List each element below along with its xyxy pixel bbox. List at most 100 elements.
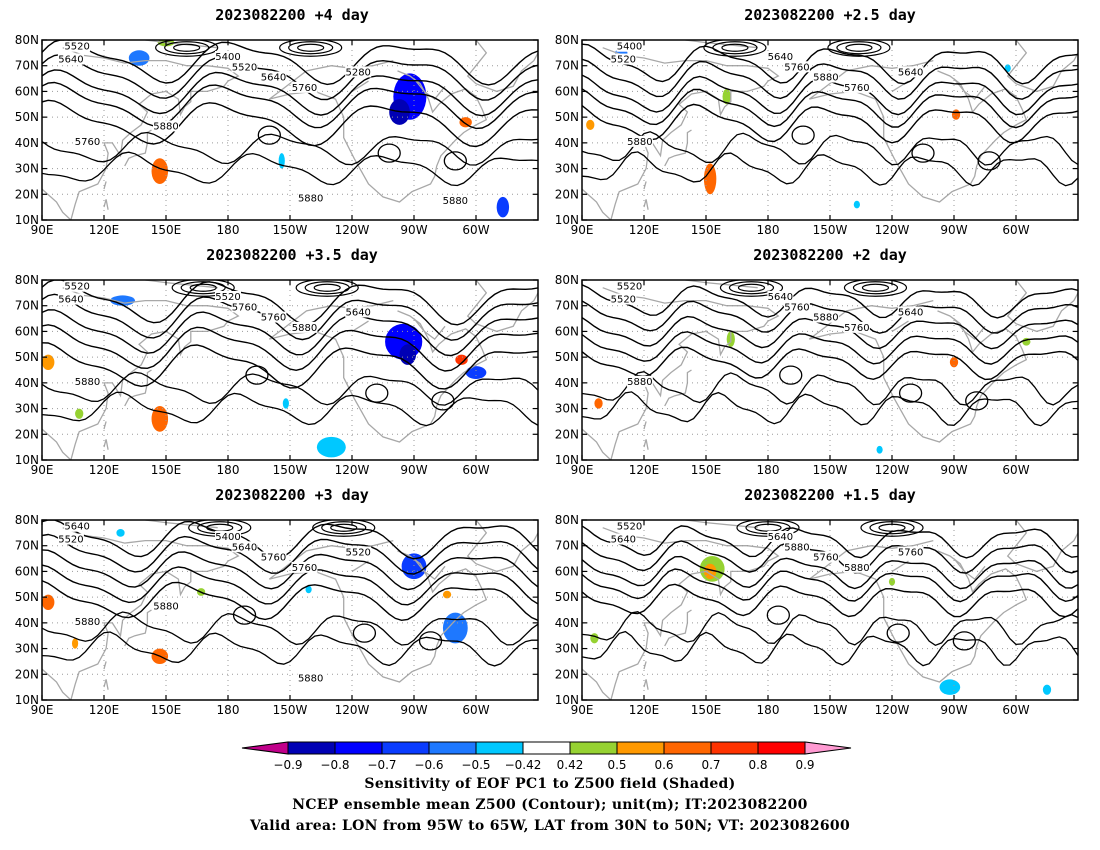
colorbar-bin — [381, 741, 430, 755]
sensitivity-shade — [401, 553, 427, 580]
coastline — [103, 661, 107, 670]
lon-tick-label: 90W — [940, 463, 967, 477]
coastline — [42, 527, 240, 700]
z500-contour — [245, 365, 269, 385]
contour-label-bg — [442, 195, 469, 206]
sensitivity-shade — [853, 200, 860, 209]
colorbar-level-label: 0.9 — [795, 758, 814, 772]
contour-label: 5400 — [215, 532, 240, 543]
z500-contour — [952, 631, 976, 651]
colorbar-bin — [569, 741, 618, 755]
contour-label-bg — [64, 40, 91, 52]
lon-tick-label: 150E — [151, 223, 182, 237]
z500-contour — [582, 346, 1078, 381]
sensitivity-shade — [465, 366, 487, 379]
contour-label-bg — [345, 306, 372, 318]
z500-contour — [418, 631, 443, 651]
lon-tick-label: 180 — [757, 223, 780, 237]
contour-label: 5520 — [617, 282, 642, 293]
contour-label: 5880 — [443, 196, 468, 207]
z500-contour — [728, 281, 775, 295]
contour-label: 5760 — [844, 323, 869, 334]
colorbar-level-label: −0.6 — [414, 758, 443, 772]
contour-label-bg — [812, 311, 839, 323]
colorbar-level-label: 0.7 — [701, 758, 720, 772]
contour-label-bg — [215, 531, 241, 542]
lon-tick-label: 120E — [89, 703, 120, 717]
colorbar: −0.9 −0.8 −0.7 −0.6 −0.5 −0.42 0.42 0.5 0.6 0.7 0.… — [241, 741, 852, 772]
contour-label-bg — [626, 375, 653, 387]
z500-contour — [180, 281, 226, 295]
lat-tick-label: 80N — [555, 513, 579, 527]
contour-label-bg — [215, 51, 241, 62]
contour-label: 5400 — [215, 52, 240, 63]
contour-label-bg — [783, 541, 810, 553]
contour-label: 5760 — [261, 313, 286, 324]
lat-tick-label: 80N — [15, 513, 39, 527]
contour-label-bg — [616, 280, 643, 292]
z500-contour — [42, 342, 538, 390]
z500-contour — [582, 568, 1078, 603]
contour-label: 5880 — [75, 377, 100, 388]
contour-label-bg — [843, 321, 870, 333]
coastline — [582, 287, 780, 460]
colorbar-level-label: −0.42 — [505, 758, 542, 772]
lat-tick-label: 20N — [15, 187, 39, 201]
lon-tick-label: 150W — [273, 703, 308, 717]
coastline — [103, 181, 107, 190]
colorbar-bin — [616, 741, 665, 755]
coastline — [103, 439, 109, 450]
lat-tick-label: 70N — [555, 539, 579, 553]
sensitivity-shade — [151, 158, 169, 184]
z500-contour — [582, 43, 1078, 85]
colorbar-bin — [334, 741, 383, 755]
contour-label: 5640 — [768, 292, 793, 303]
contour-label-bg — [74, 135, 101, 147]
z500-contour — [42, 391, 538, 427]
z500-contour — [582, 611, 1078, 647]
contour-label-bg — [812, 551, 839, 563]
colorbar-level-label: −0.5 — [461, 758, 490, 772]
contour-label-bg — [153, 120, 179, 132]
map-panel-3: 5520 5640 5520 5640 5760 5760 5880 5880 90E 120E 1… — [15, 273, 539, 477]
caption-line-1: Sensitivity of EOF PC1 to Z500 field (Sh… — [364, 776, 736, 792]
lon-tick-label: 180 — [757, 463, 780, 477]
lat-tick-label: 70N — [555, 299, 579, 313]
panel-title-6: 2023082200 +1.5 day — [744, 486, 916, 504]
lat-tick-label: 30N — [555, 162, 579, 176]
lon-tick-label: 90W — [400, 463, 427, 477]
z500-contour — [189, 283, 217, 292]
lon-tick-label: 120E — [629, 463, 660, 477]
contour-label-bg — [767, 291, 794, 302]
colorbar-level-label: −0.9 — [273, 758, 302, 772]
contour-label: 5880 — [292, 323, 317, 334]
sensitivity-shade — [459, 117, 472, 128]
coastline — [643, 439, 649, 450]
z500-contour — [297, 43, 325, 52]
sensitivity-shade — [1042, 684, 1052, 695]
contour-label: 5520 — [232, 62, 257, 73]
sensitivity-shade — [703, 163, 717, 195]
coastline — [351, 80, 369, 92]
z500-contour — [845, 43, 873, 52]
z500-contour — [164, 41, 210, 55]
lon-tick-label: 180 — [757, 703, 780, 717]
lat-tick-label: 80N — [555, 273, 579, 287]
contour-label-bg — [231, 61, 258, 73]
z500-contour — [42, 631, 538, 667]
z500-contour — [582, 371, 1078, 406]
contour-label: 5760 — [784, 62, 809, 73]
lat-tick-label: 40N — [15, 616, 39, 630]
colorbar-under-triangle — [241, 741, 289, 755]
z500-contour — [42, 549, 538, 591]
lat-tick-label: 40N — [15, 376, 39, 390]
contour-label: 5880 — [298, 673, 323, 684]
coastline — [582, 47, 780, 220]
map-panel-1: 5520 5640 5400 5280 5520 5640 5760 5760 5880 5880… — [15, 33, 539, 237]
lon-tick-label: 180 — [217, 463, 240, 477]
contour-label-bg — [610, 533, 637, 545]
z500-contour — [582, 630, 1078, 667]
contour-label: 5760 — [898, 547, 923, 558]
lon-tick-label: 180 — [217, 223, 240, 237]
colorbar-bin — [287, 741, 336, 755]
